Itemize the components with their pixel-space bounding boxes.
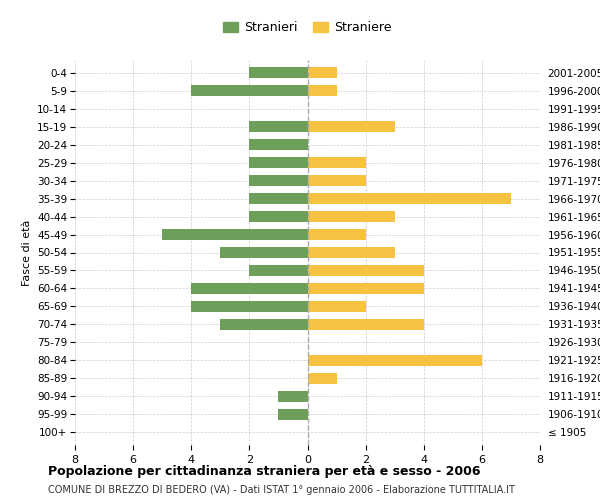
Bar [250, 156, 308, 168]
Text: COMUNE DI BREZZO DI BEDERO (VA) - Dati ISTAT 1° gennaio 2006 - Elaborazione TUTT: COMUNE DI BREZZO DI BEDERO (VA) - Dati I… [48, 485, 515, 495]
Bar [220, 246, 308, 258]
Legend: Stranieri, Straniere: Stranieri, Straniere [218, 16, 397, 39]
Bar [162, 228, 308, 240]
Bar [250, 138, 308, 150]
Bar [308, 354, 482, 366]
Bar [250, 120, 308, 132]
Bar [308, 300, 365, 312]
Bar [308, 282, 424, 294]
Bar [308, 156, 365, 168]
Bar [250, 66, 308, 78]
Y-axis label: Fasce di età: Fasce di età [22, 220, 32, 286]
Bar [308, 120, 395, 132]
Bar [308, 66, 337, 78]
Bar [308, 210, 395, 222]
Bar [191, 282, 308, 294]
Bar [250, 210, 308, 222]
Bar [250, 192, 308, 204]
Bar [278, 390, 308, 402]
Bar [308, 264, 424, 276]
Bar [308, 318, 424, 330]
Bar [308, 372, 337, 384]
Bar [308, 228, 365, 240]
Bar [250, 174, 308, 186]
Bar [191, 300, 308, 312]
Bar [308, 174, 365, 186]
Text: Popolazione per cittadinanza straniera per età e sesso - 2006: Popolazione per cittadinanza straniera p… [48, 465, 481, 478]
Bar [308, 84, 337, 96]
Bar [191, 84, 308, 96]
Bar [220, 318, 308, 330]
Bar [278, 408, 308, 420]
Bar [308, 246, 395, 258]
Bar [250, 264, 308, 276]
Bar [308, 192, 511, 204]
